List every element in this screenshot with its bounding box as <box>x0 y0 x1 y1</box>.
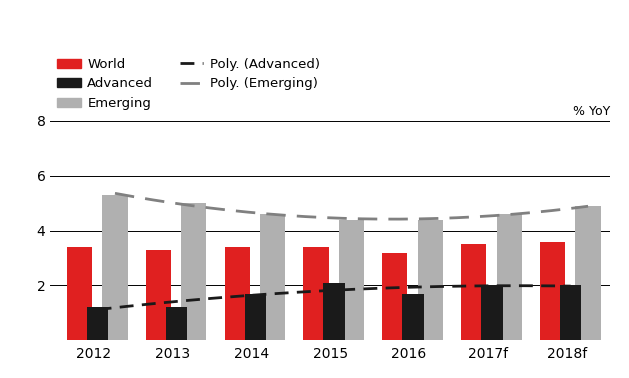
Text: % YoY: % YoY <box>573 105 610 118</box>
Bar <box>496 214 522 340</box>
Bar <box>67 247 92 340</box>
Bar <box>576 206 601 340</box>
Bar <box>166 307 187 340</box>
Bar <box>303 247 328 340</box>
Bar <box>403 294 424 340</box>
Bar <box>260 214 286 340</box>
Bar <box>181 203 206 340</box>
Bar <box>245 294 266 340</box>
Bar <box>560 285 581 340</box>
Bar <box>418 220 443 340</box>
Bar <box>540 242 565 340</box>
Bar <box>481 285 503 340</box>
Bar <box>382 253 408 340</box>
Bar <box>225 247 250 340</box>
Bar <box>103 195 128 340</box>
Legend: World, Advanced, Emerging, Poly. (Advanced), Poly. (Emerging): World, Advanced, Emerging, Poly. (Advanc… <box>57 58 320 110</box>
Bar <box>87 307 108 340</box>
Bar <box>461 244 486 340</box>
Bar <box>146 250 171 340</box>
Bar <box>339 220 364 340</box>
Bar <box>323 283 345 340</box>
